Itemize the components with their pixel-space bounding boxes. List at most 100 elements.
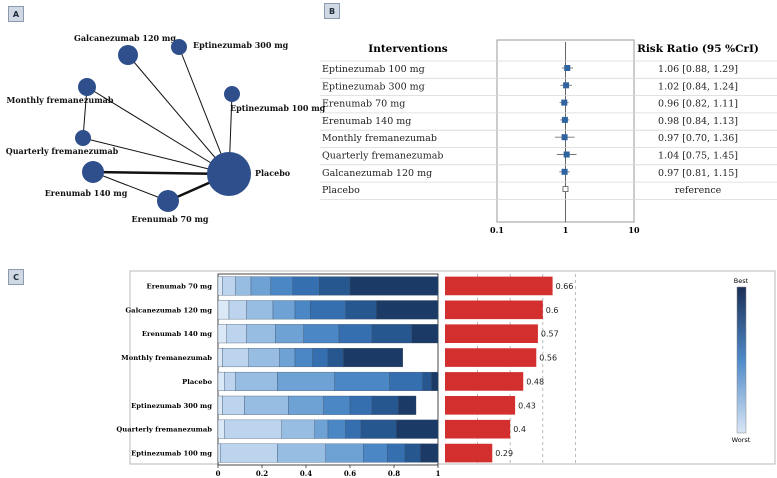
- legend-worst-label: Worst: [732, 436, 751, 444]
- forest-row-value: 1.06 [0.88, 1.29]: [658, 64, 738, 75]
- node-label-monthly: Monthly fremanezumab: [7, 95, 114, 105]
- rankogram-segment: [327, 348, 344, 368]
- rankogram-segment: [224, 371, 236, 391]
- edge-galc-placebo: [127, 54, 230, 175]
- forest-header-rr: Risk Ratio (95 %CrI): [637, 43, 759, 55]
- legend-best-label: Best: [734, 277, 749, 285]
- rankogram-segment: [323, 395, 351, 415]
- rankogram-segment: [217, 324, 227, 344]
- rankogram-segment: [411, 324, 439, 344]
- forest-row-name: Monthly fremanezumab: [322, 133, 437, 144]
- rankogram-category-label: Placebo: [182, 378, 212, 386]
- forest-axis-tick: 0.1: [490, 225, 504, 235]
- rankogram-segment: [325, 443, 364, 463]
- sucra-value-label: 0.57: [541, 330, 559, 339]
- rankogram-segment: [228, 300, 247, 320]
- sucra-bar: [445, 419, 511, 439]
- rankogram-segment: [292, 276, 320, 296]
- sucra-bar: [445, 348, 537, 367]
- rankogram-segment: [288, 395, 324, 415]
- rankogram-segment: [281, 419, 315, 439]
- rankogram-segment: [349, 395, 373, 415]
- rankogram-segment: [217, 276, 223, 296]
- forest-point-marker: [561, 168, 568, 175]
- forest-reference-marker: [562, 186, 569, 193]
- rankogram-x-tick-label: 1: [436, 469, 441, 478]
- forest-row-value: 1.04 [0.75, 1.45]: [658, 151, 738, 162]
- node-label-eren140: Erenumab 140 mg: [45, 188, 128, 198]
- rankogram-segment: [360, 419, 397, 439]
- rankogram-segment: [349, 276, 439, 296]
- forest-axis-tick: 10: [628, 225, 640, 235]
- rankogram-segment: [248, 348, 280, 368]
- rankogram-segment: [314, 419, 329, 439]
- rankogram-segment: [222, 395, 245, 415]
- rankogram-segment: [343, 348, 403, 368]
- rankogram-segment: [294, 348, 313, 368]
- rankogram-category-label: Erenumab 70 mg: [147, 282, 213, 290]
- rankogram-segment: [294, 300, 311, 320]
- rankogram-segment: [244, 395, 289, 415]
- rankogram-category-label: Monthly fremanezumab: [121, 354, 212, 362]
- forest-row-value: 0.96 [0.82, 1.11]: [658, 99, 738, 110]
- rankogram-segment: [220, 443, 278, 463]
- panel-a-tag: A: [8, 6, 24, 22]
- rankogram-segment: [222, 348, 249, 368]
- forest-header-interventions: Interventions: [368, 43, 448, 55]
- rankogram-segment: [217, 395, 223, 415]
- sucra-bar: [445, 443, 493, 463]
- node-label-placebo: Placebo: [255, 168, 291, 178]
- node-ept100: [224, 86, 240, 102]
- forest-row-value: reference: [675, 185, 722, 196]
- panel-c-frame: [129, 270, 776, 465]
- rankogram-segment: [222, 276, 236, 296]
- rankogram-segment: [279, 348, 296, 368]
- rankogram-segment: [250, 276, 271, 296]
- rankogram-x-tick-label: 0: [216, 469, 221, 478]
- rankogram-segment: [398, 395, 417, 415]
- node-label-quarterly: Quarterly fremanezumab: [6, 146, 119, 156]
- rankogram-segment: [272, 300, 296, 320]
- rankogram-segment: [319, 276, 351, 296]
- forest-row-value: 0.97 [0.81, 1.15]: [658, 168, 738, 179]
- rankogram-segment: [389, 371, 423, 391]
- rankogram-segment: [404, 443, 421, 463]
- sucra-value-label: 0.43: [518, 401, 536, 410]
- rankogram-segment: [334, 371, 390, 391]
- forest-row-value: 1.02 [0.84, 1.24]: [658, 81, 738, 92]
- rankogram-segment: [387, 443, 406, 463]
- rankogram-category-label: Eptinezumab 100 mg: [131, 450, 212, 458]
- forest-row-name: Erenumab 70 mg: [322, 99, 405, 110]
- rankogram-segment: [277, 443, 326, 463]
- rankogram-segment: [310, 300, 346, 320]
- sucra-value-label: 0.66: [556, 282, 574, 291]
- rankogram-segment: [363, 443, 388, 463]
- forest-point-marker: [561, 134, 568, 141]
- node-label-galc: Galcanezumab 120 mg: [74, 33, 176, 43]
- rankogram-segment: [217, 419, 225, 439]
- panel-b-tag: B: [324, 3, 340, 19]
- rankogram-segment: [422, 371, 432, 391]
- rankogram-segment: [224, 419, 282, 439]
- rankogram-segment: [345, 300, 377, 320]
- rankogram-segment: [217, 300, 230, 320]
- sucra-value-label: 0.56: [539, 354, 557, 363]
- edge-ept300-placebo: [178, 46, 230, 175]
- rankogram-segment: [235, 371, 278, 391]
- legend-colorbar: [736, 286, 747, 434]
- rankogram-x-tick-label: 0.2: [256, 469, 268, 478]
- forest-plot: Interventions Risk Ratio (95 %CrI) Eptinez…: [320, 39, 777, 235]
- node-label-eren70: Erenumab 70 mg: [131, 214, 208, 224]
- edge-quarterly-placebo: [82, 137, 230, 175]
- rankogram-segment: [303, 324, 340, 344]
- rankogram-segment: [226, 324, 247, 344]
- rankogram-segment: [217, 371, 225, 391]
- node-eren70: [157, 190, 179, 212]
- sucra-bar: [445, 372, 524, 391]
- rankogram-x-tick-label: 0.6: [344, 469, 356, 478]
- rankogram-segment: [396, 419, 439, 439]
- rankogram-category-label: Eptinezumab 300 mg: [131, 402, 212, 410]
- sucra-value-label: 0.6: [546, 306, 559, 315]
- edge-monthly-placebo: [86, 86, 230, 175]
- node-eren140: [82, 161, 104, 183]
